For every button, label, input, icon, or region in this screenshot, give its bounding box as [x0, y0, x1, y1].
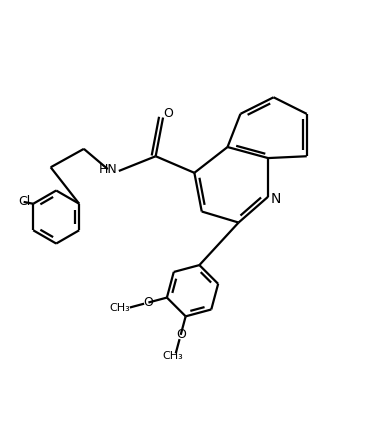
Text: O: O [164, 107, 174, 121]
Text: HN: HN [99, 162, 118, 176]
Text: O: O [176, 328, 186, 341]
Text: Cl: Cl [18, 195, 30, 209]
Text: CH₃: CH₃ [163, 351, 184, 361]
Text: N: N [270, 192, 280, 206]
Text: CH₃: CH₃ [110, 303, 130, 313]
Text: O: O [144, 296, 153, 309]
